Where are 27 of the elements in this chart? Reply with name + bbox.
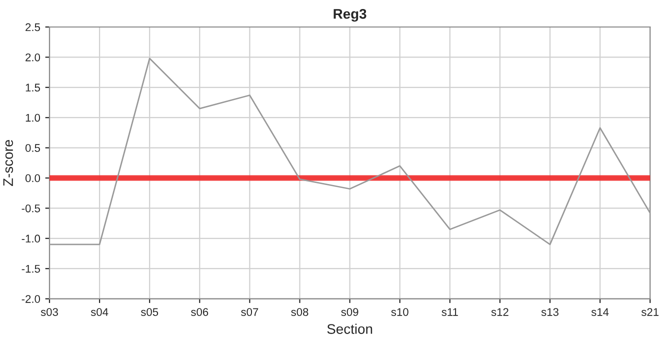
x-tick-label: s08 bbox=[291, 308, 308, 316]
y-tick-label: 1.5 bbox=[26, 84, 40, 92]
y-axis-title: Z-score bbox=[3, 140, 14, 186]
chart-title: Reg3 bbox=[334, 8, 366, 22]
x-tick-label: s04 bbox=[90, 308, 108, 316]
y-tick-label: -2.0 bbox=[22, 295, 40, 303]
x-tick-label: s05 bbox=[140, 308, 158, 316]
x-axis-title: Section bbox=[327, 324, 372, 334]
y-tick-label: -0.5 bbox=[22, 204, 40, 212]
x-tick-label: s21 bbox=[641, 308, 659, 316]
x-tick-label: s13 bbox=[541, 308, 558, 316]
x-tick-label: s09 bbox=[341, 308, 358, 316]
y-tick-label: 0.0 bbox=[25, 174, 40, 182]
y-tick-label: -1.5 bbox=[22, 264, 40, 273]
x-tick-label: s06 bbox=[191, 308, 208, 316]
y-tick-label: 2.0 bbox=[26, 53, 40, 62]
x-tick-label: s03 bbox=[40, 308, 58, 316]
x-tick-label: s12 bbox=[491, 308, 508, 316]
x-tick-label: s14 bbox=[591, 308, 609, 316]
x-tick-label: s10 bbox=[391, 308, 408, 316]
x-tick-label: s11 bbox=[442, 308, 458, 316]
x-tick-label: s07 bbox=[241, 308, 258, 316]
line-series bbox=[50, 58, 650, 246]
y-tick-label: 2.5 bbox=[26, 23, 40, 32]
y-tick-label: -1.0 bbox=[22, 234, 40, 243]
y-tick-label: 1.0 bbox=[26, 114, 40, 122]
y-tick-label: 0.5 bbox=[25, 144, 40, 152]
